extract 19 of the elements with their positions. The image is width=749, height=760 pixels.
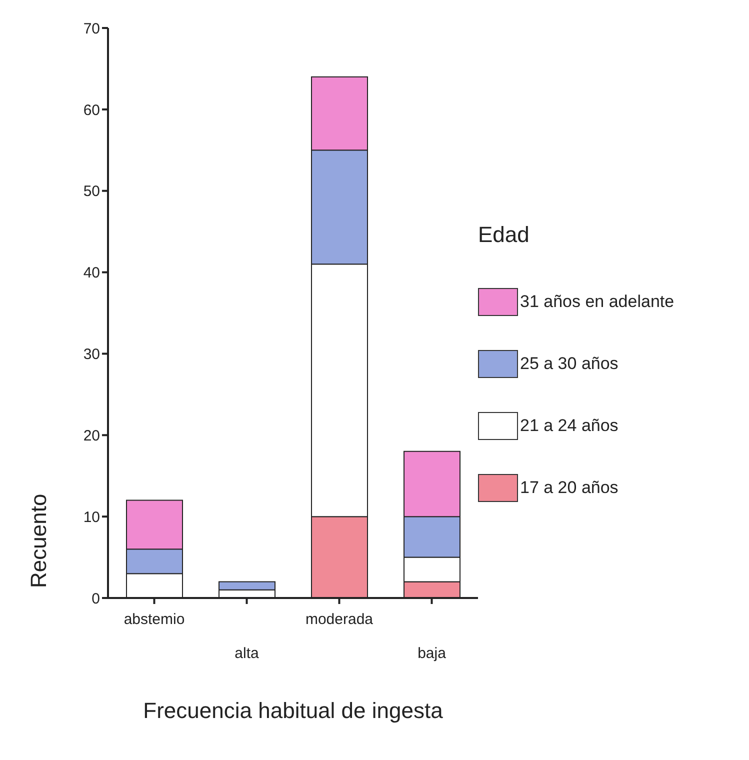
x-axis-title: Frecuencia habitual de ingesta xyxy=(143,698,444,723)
legend-label: 31 años en adelante xyxy=(520,292,674,312)
y-tick-label: 0 xyxy=(92,590,100,608)
legend-label: 17 a 20 años xyxy=(520,478,618,498)
y-tick-label: 70 xyxy=(83,20,100,38)
legend-title: Edad xyxy=(478,222,530,248)
x-tick-label: moderada xyxy=(305,611,374,628)
y-tick-label: 30 xyxy=(83,346,100,364)
y-axis-title: Recuento xyxy=(26,494,51,588)
y-tick-label: 60 xyxy=(83,102,100,119)
x-tick-label: baja xyxy=(418,645,447,662)
legend-label: 25 a 30 años xyxy=(520,354,618,374)
x-tick-label: alta xyxy=(234,645,260,662)
text: 21 a 24 años xyxy=(520,416,618,436)
y-tick-label: 20 xyxy=(83,427,100,444)
y-tick-label: 50 xyxy=(83,183,100,200)
y-tick-label: 10 xyxy=(83,508,100,526)
y-tick-label: 40 xyxy=(83,264,100,282)
x-tick-label: abstemio xyxy=(124,611,185,628)
